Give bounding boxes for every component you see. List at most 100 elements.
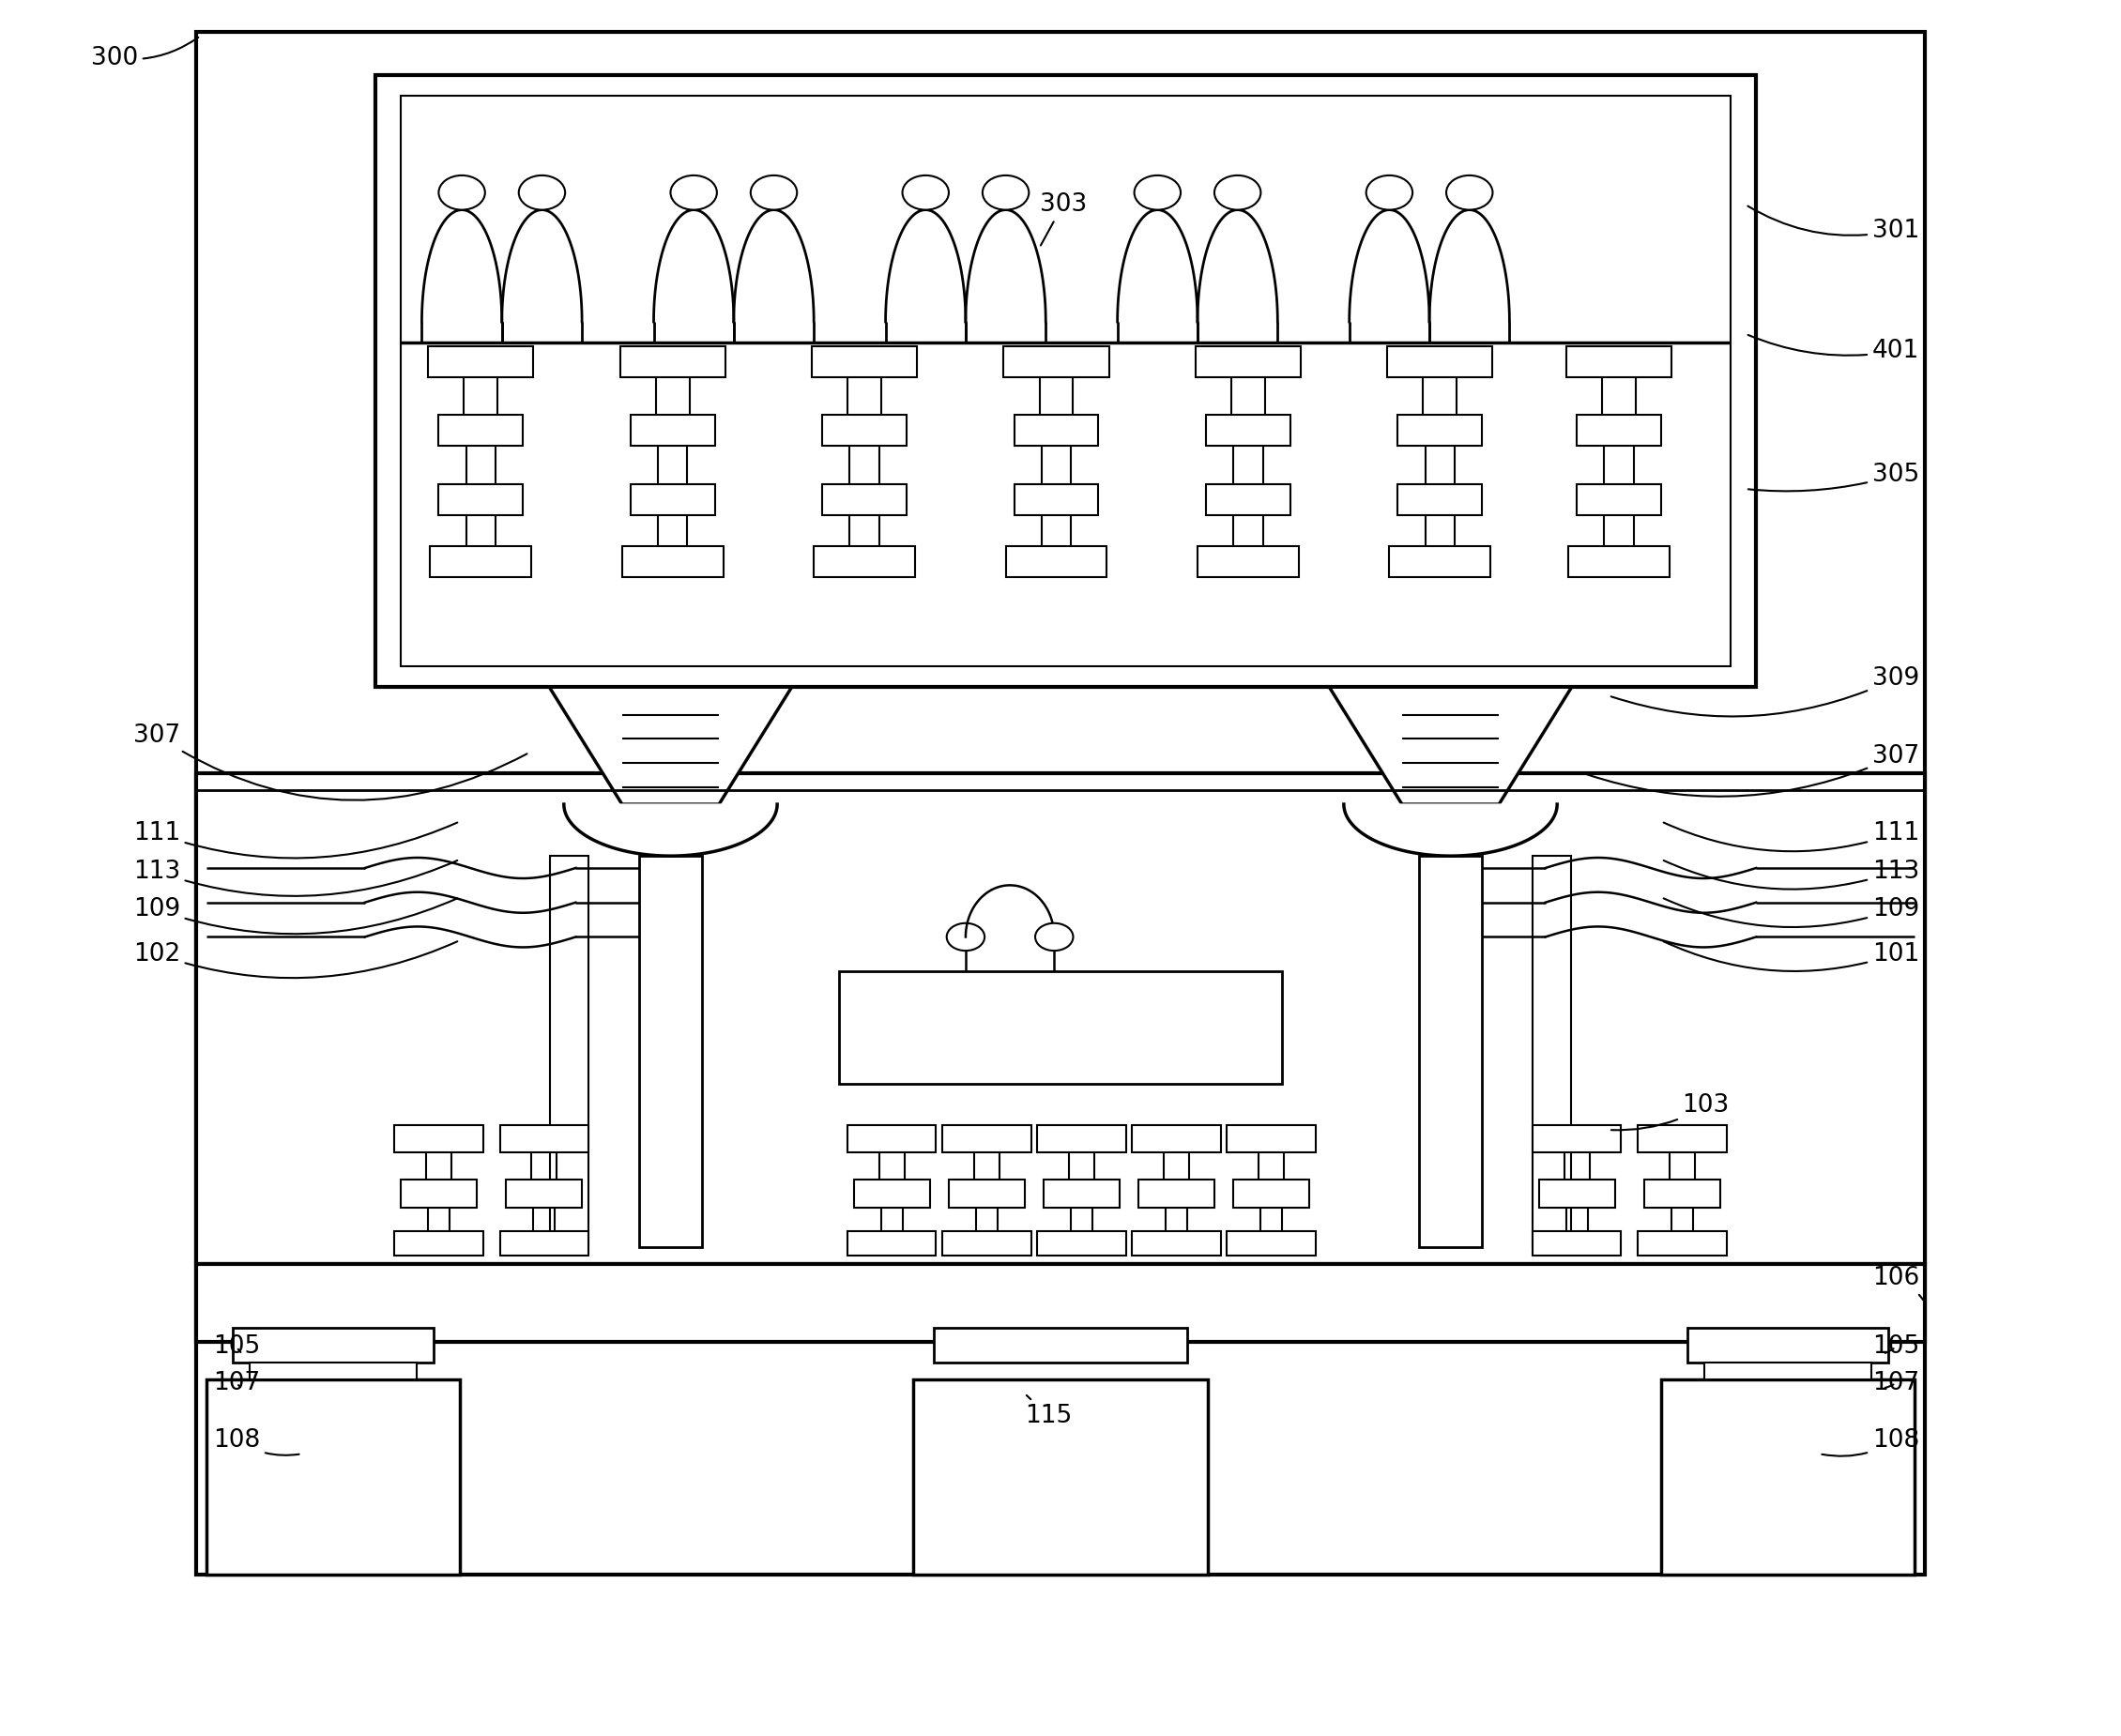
- Text: 107: 107: [1873, 1371, 1920, 1396]
- Bar: [814, 545, 914, 576]
- Bar: [823, 484, 906, 516]
- Bar: [1705, 1363, 1871, 1380]
- Bar: [501, 1231, 588, 1255]
- Bar: [1228, 1231, 1315, 1255]
- Bar: [1387, 345, 1493, 377]
- Text: 309: 309: [1612, 667, 1920, 717]
- Bar: [855, 1180, 929, 1208]
- Bar: [1398, 484, 1483, 516]
- Bar: [1637, 1125, 1726, 1153]
- Bar: [1540, 1180, 1614, 1208]
- Polygon shape: [549, 687, 791, 804]
- Text: 307: 307: [1587, 743, 1920, 797]
- Text: 301: 301: [1748, 207, 1920, 243]
- Bar: [1637, 1231, 1726, 1255]
- Bar: [1232, 1180, 1309, 1208]
- Bar: [549, 856, 588, 1246]
- Bar: [439, 415, 524, 446]
- Text: 303: 303: [1039, 193, 1086, 245]
- Ellipse shape: [670, 175, 717, 210]
- Bar: [1207, 415, 1290, 446]
- Bar: [1037, 1125, 1126, 1153]
- Bar: [630, 484, 715, 516]
- Bar: [1196, 345, 1300, 377]
- Text: 105: 105: [1873, 1335, 1920, 1359]
- Text: 103: 103: [1612, 1094, 1729, 1130]
- Ellipse shape: [520, 175, 564, 210]
- Bar: [1398, 415, 1483, 446]
- Bar: [1037, 1231, 1126, 1255]
- Bar: [942, 1231, 1031, 1255]
- Polygon shape: [1330, 687, 1572, 804]
- Bar: [1003, 345, 1109, 377]
- Bar: [848, 1125, 935, 1153]
- Bar: [250, 1363, 416, 1380]
- Text: 111: 111: [134, 821, 458, 858]
- Polygon shape: [564, 804, 776, 856]
- Bar: [840, 972, 1281, 1083]
- Text: 109: 109: [134, 898, 458, 934]
- Bar: [401, 95, 1731, 667]
- Bar: [1389, 545, 1491, 576]
- Text: 109: 109: [1663, 898, 1920, 927]
- Bar: [948, 1180, 1024, 1208]
- Bar: [1570, 545, 1669, 576]
- Text: 307: 307: [134, 724, 526, 800]
- Bar: [1014, 484, 1099, 516]
- Text: 115: 115: [1024, 1396, 1071, 1429]
- Bar: [395, 1231, 484, 1255]
- Text: 102: 102: [134, 941, 458, 977]
- Text: 401: 401: [1748, 335, 1920, 363]
- Ellipse shape: [901, 175, 948, 210]
- Bar: [1688, 1328, 1888, 1363]
- Bar: [197, 33, 1924, 1575]
- Bar: [1576, 415, 1661, 446]
- Text: 108: 108: [212, 1427, 299, 1455]
- Bar: [375, 75, 1756, 687]
- Ellipse shape: [946, 924, 984, 951]
- Bar: [621, 545, 723, 576]
- Bar: [848, 1231, 935, 1255]
- Bar: [912, 1380, 1209, 1575]
- Bar: [401, 1180, 477, 1208]
- Bar: [1567, 345, 1671, 377]
- Bar: [233, 1328, 433, 1363]
- Bar: [630, 415, 715, 446]
- Ellipse shape: [1366, 175, 1413, 210]
- Bar: [395, 1125, 484, 1153]
- Text: 113: 113: [134, 859, 458, 896]
- Ellipse shape: [1035, 924, 1073, 951]
- Polygon shape: [1345, 804, 1557, 856]
- Text: 106: 106: [1873, 1266, 1924, 1300]
- Ellipse shape: [982, 175, 1029, 210]
- Bar: [428, 345, 534, 377]
- Bar: [197, 773, 1924, 1264]
- Bar: [933, 1328, 1188, 1363]
- Bar: [1576, 484, 1661, 516]
- Bar: [942, 1125, 1031, 1153]
- Bar: [1133, 1231, 1222, 1255]
- Bar: [1644, 1180, 1720, 1208]
- Bar: [1014, 415, 1099, 446]
- Text: 105: 105: [212, 1335, 261, 1359]
- Bar: [1198, 545, 1298, 576]
- Bar: [431, 545, 532, 576]
- Text: 107: 107: [212, 1371, 261, 1396]
- Bar: [1207, 484, 1290, 516]
- Bar: [1005, 545, 1107, 576]
- Ellipse shape: [1447, 175, 1493, 210]
- Text: 101: 101: [1663, 941, 1920, 970]
- Text: 300: 300: [91, 38, 199, 71]
- Text: 113: 113: [1663, 859, 1920, 889]
- Ellipse shape: [751, 175, 797, 210]
- Bar: [439, 484, 524, 516]
- Bar: [1044, 1180, 1120, 1208]
- Bar: [812, 345, 916, 377]
- Bar: [206, 1380, 460, 1575]
- Bar: [1533, 1231, 1620, 1255]
- Ellipse shape: [439, 175, 486, 210]
- Bar: [1533, 856, 1572, 1246]
- Bar: [1661, 1380, 1915, 1575]
- Bar: [638, 856, 702, 1246]
- Text: 104: 104: [1033, 979, 1080, 1024]
